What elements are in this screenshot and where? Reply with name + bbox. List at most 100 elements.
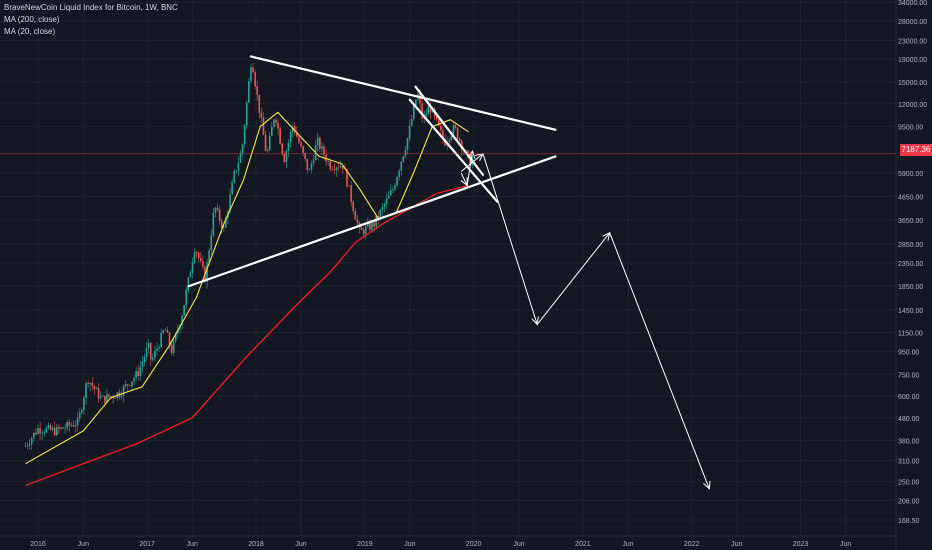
- candle-body: [120, 395, 123, 397]
- candle: [200, 251, 202, 264]
- candle: [220, 218, 223, 235]
- candle: [321, 141, 323, 155]
- candle: [89, 382, 91, 392]
- candle-body: [152, 357, 154, 360]
- candle: [258, 94, 261, 119]
- candle: [375, 215, 377, 229]
- candle-body: [387, 195, 390, 199]
- x-tick-label: 2022: [684, 541, 700, 548]
- candle: [99, 390, 102, 400]
- y-tick-label: 1450.00: [898, 308, 923, 315]
- candle-body: [319, 137, 321, 149]
- candle: [126, 383, 129, 392]
- y-tick-label: 34000.00: [898, 0, 927, 7]
- candle: [373, 220, 375, 234]
- candle: [172, 336, 175, 356]
- candle-body: [110, 396, 112, 397]
- candle-body: [214, 207, 217, 213]
- candle-body: [33, 432, 35, 439]
- candle-body: [283, 153, 286, 162]
- candle-body: [225, 217, 227, 228]
- candle: [37, 424, 39, 436]
- candle: [396, 176, 398, 187]
- candle-body: [385, 198, 388, 205]
- projection-arrowhead: [703, 480, 711, 490]
- candle-body: [101, 395, 104, 397]
- candle-body: [168, 332, 171, 345]
- candle-body: [166, 330, 169, 333]
- candle-body: [293, 126, 296, 133]
- candle-body: [58, 426, 60, 429]
- candle-body: [70, 425, 73, 426]
- candle-body: [427, 105, 430, 115]
- y-tick-label: 2850.00: [898, 242, 923, 249]
- candle-body: [45, 428, 48, 433]
- candle: [235, 170, 238, 174]
- candle: [442, 126, 444, 144]
- candle-body: [333, 169, 336, 171]
- candle-body: [467, 150, 469, 155]
- candle-body: [377, 215, 380, 219]
- candle: [139, 360, 142, 381]
- y-tick-label: 310.00: [898, 459, 920, 466]
- candle: [245, 100, 248, 130]
- candle-body: [289, 132, 292, 143]
- candle-body: [200, 258, 202, 261]
- candle: [381, 202, 384, 216]
- legend: BraveNewCoin Liquid Index for Bitcoin, 1…: [4, 2, 178, 38]
- candle-body: [241, 144, 244, 154]
- candle: [225, 215, 227, 229]
- candle-body: [429, 105, 432, 113]
- candle-body: [308, 169, 311, 171]
- x-tick-label: 2016: [30, 541, 46, 548]
- candle-body: [172, 340, 175, 353]
- candle-body: [97, 387, 100, 399]
- candle: [33, 432, 35, 442]
- candle-body: [222, 227, 225, 229]
- candle-body: [442, 130, 444, 139]
- candle-body: [435, 115, 438, 120]
- candle: [149, 342, 152, 367]
- candle: [348, 185, 350, 187]
- candle: [254, 70, 256, 90]
- candle: [74, 420, 77, 433]
- trendline: [408, 98, 499, 203]
- candle-body: [383, 204, 386, 207]
- candle-body: [95, 387, 98, 389]
- x-tick-label: 2019: [357, 541, 373, 548]
- candle-body: [316, 137, 319, 145]
- candle-body: [364, 226, 367, 235]
- candle-body: [164, 330, 167, 331]
- candle: [456, 127, 459, 141]
- y-tick-label: 168.50: [898, 518, 920, 525]
- legend-ma200: MA (200, close): [4, 15, 60, 24]
- candle-body: [392, 189, 394, 191]
- candle-body: [143, 357, 146, 362]
- candle-body: [306, 158, 309, 170]
- candle: [124, 380, 127, 389]
- candle: [387, 191, 390, 199]
- candle: [308, 167, 311, 171]
- candle-body: [371, 222, 373, 230]
- candle-body: [85, 383, 87, 399]
- candle-body: [135, 371, 137, 378]
- candle-body: [137, 371, 140, 377]
- ma20-layer: [25, 111, 469, 465]
- candle: [53, 421, 56, 437]
- candle: [120, 390, 123, 401]
- candle-body: [30, 438, 33, 445]
- candle: [210, 229, 213, 255]
- candle: [454, 122, 457, 130]
- candle: [216, 203, 219, 212]
- candle-body: [335, 167, 338, 171]
- candle-body: [47, 425, 50, 429]
- candle: [400, 161, 403, 176]
- candle-body: [287, 142, 290, 151]
- candle: [402, 155, 405, 163]
- candle: [438, 118, 440, 127]
- y-tick-label: 950.00: [898, 349, 920, 356]
- candle: [354, 207, 357, 220]
- candle: [316, 132, 319, 152]
